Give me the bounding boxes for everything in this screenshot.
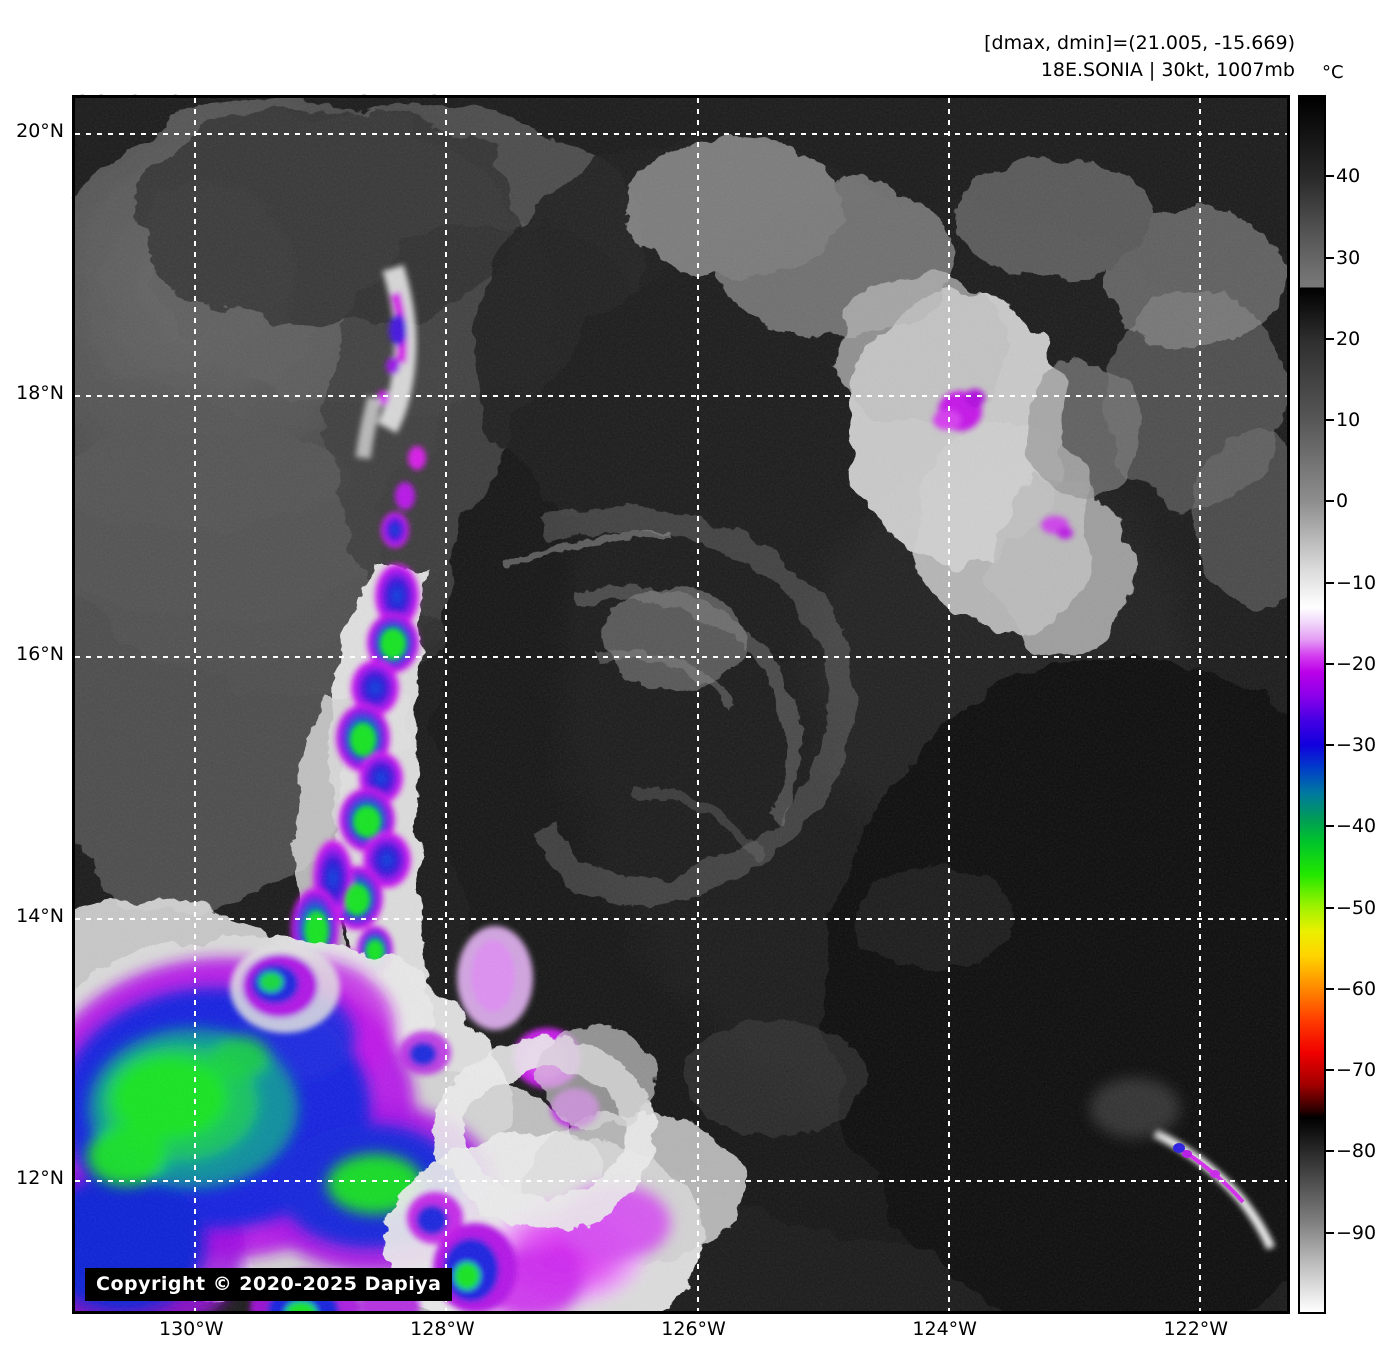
colorbar-tick-20: 20 <box>1336 327 1361 350</box>
header: GOES-18 BAND14-RBTOP FLOATER Time: 2025/… <box>0 0 1390 221</box>
latitude-axis: 20°N 18°N 16°N 14°N 12°N <box>0 0 72 1359</box>
storm-info-label: 18E.SONIA | 30kt, 1007mb <box>1040 59 1295 81</box>
colorbar-tick-mark--30 <box>1326 744 1334 747</box>
lon-tick-label-124: 124°W <box>912 1318 977 1340</box>
colorbar-gradient <box>1300 97 1324 1312</box>
satellite-image-plot[interactable]: Copyright © 2020-2025 Dapiya <box>72 95 1290 1314</box>
colorbar-tick--90: −90 <box>1336 1221 1377 1244</box>
dmax-dmin-label: [dmax, dmin]=(21.005, -15.669) <box>984 32 1295 54</box>
colorbar-tick--30: −30 <box>1336 734 1377 757</box>
colorbar-tick-10: 10 <box>1336 409 1361 432</box>
colorbar-tick-mark--10 <box>1326 581 1334 584</box>
colorbar[interactable] <box>1298 95 1326 1314</box>
lat-tick-label-18: 18°N <box>16 381 64 404</box>
colorbar-tick-mark--40 <box>1326 825 1334 828</box>
colorbar-tick-mark--20 <box>1326 662 1334 665</box>
colorbar-tick-40: 40 <box>1336 165 1361 188</box>
colorbar-tick-mark--70 <box>1326 1069 1334 1072</box>
colorbar-tick-mark-10 <box>1326 419 1334 422</box>
lat-tick-label-16: 16°N <box>16 643 64 666</box>
lat-tick-label-12: 12°N <box>16 1166 64 1189</box>
colorbar-tick-mark--80 <box>1326 1150 1334 1153</box>
colorbar-tick-mark-40 <box>1326 175 1334 178</box>
colorbar-tick--40: −40 <box>1336 815 1377 838</box>
lat-tick-label-14: 14°N <box>16 905 64 928</box>
colorbar-tick-mark-20 <box>1326 337 1334 340</box>
lon-tick-label-126: 126°W <box>661 1318 726 1340</box>
colorbar-tick-mark-30 <box>1326 256 1334 259</box>
colorbar-tick-mark--90 <box>1326 1231 1334 1234</box>
infrared-cloud-field <box>75 98 1287 1311</box>
copyright-badge: Copyright © 2020-2025 Dapiya <box>85 1268 453 1301</box>
colorbar-tick--60: −60 <box>1336 977 1377 1000</box>
lon-tick-label-122: 122°W <box>1163 1318 1229 1340</box>
lon-tick-label-128: 128°W <box>410 1318 475 1340</box>
colorbar-tick-30: 30 <box>1336 246 1361 269</box>
satellite-imagery <box>75 98 1287 1311</box>
colorbar-tick-0: 0 <box>1336 490 1349 513</box>
metadata-block: [dmax, dmin]=(21.005, -15.669) 18E.SONIA… <box>984 30 1295 84</box>
colorbar-tick--20: −20 <box>1336 652 1377 675</box>
colorbar-tick--80: −80 <box>1336 1140 1377 1163</box>
lon-tick-label-130: 130°W <box>159 1318 224 1340</box>
colorbar-tick--70: −70 <box>1336 1059 1377 1082</box>
longitude-axis: 130°W 128°W 126°W 124°W 122°W <box>0 1318 1390 1358</box>
lat-tick-label-20: 20°N <box>16 120 64 143</box>
colorbar-tick-mark--60 <box>1326 987 1334 990</box>
colorbar-tick-labels: 40 30 20 10 0 −10 −20 −30 −40 −50 −60 −70 −80 −90 <box>1326 95 1390 1314</box>
colorbar-tick--10: −10 <box>1336 571 1377 594</box>
colorbar-tick--50: −50 <box>1336 896 1377 919</box>
colorbar-unit-label: °C <box>1322 62 1344 83</box>
colorbar-tick-mark-0 <box>1326 500 1334 503</box>
colorbar-tick-mark--50 <box>1326 906 1334 909</box>
